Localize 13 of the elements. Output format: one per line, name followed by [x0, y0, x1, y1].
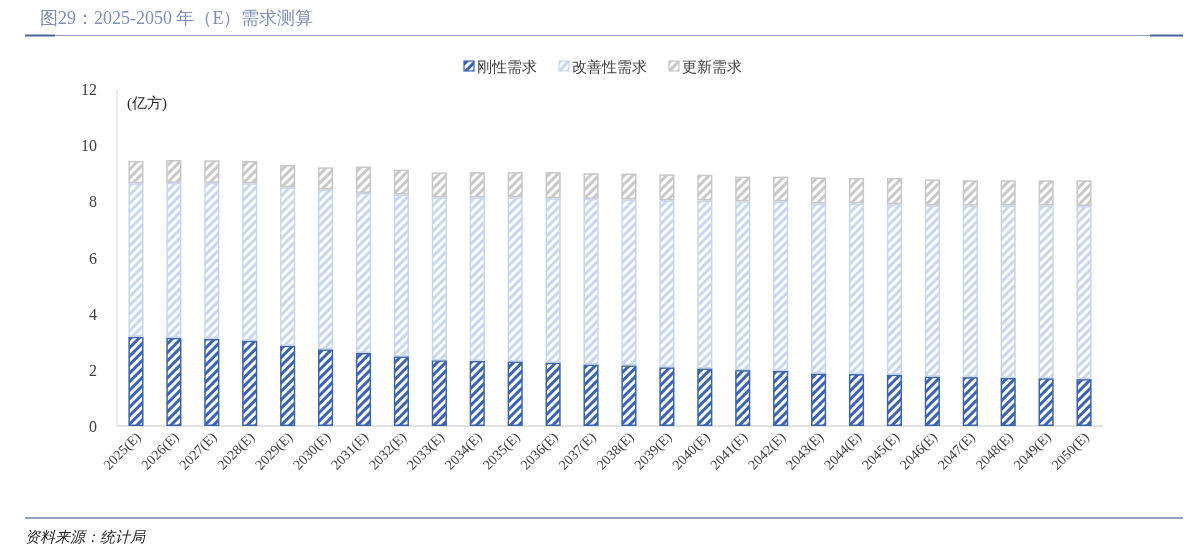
ytick: 0 — [89, 418, 97, 435]
legend-label: 刚性需求 — [477, 59, 537, 75]
legend-label: 改善性需求 — [572, 59, 647, 75]
ytick: 8 — [89, 193, 97, 211]
ytick: 10 — [81, 137, 97, 155]
ylabel: (亿方) — [127, 95, 167, 111]
note: 资料来源：统计局 — [25, 529, 145, 545]
legend-label: 更新需求 — [682, 59, 742, 75]
ytick: 12 — [81, 81, 97, 98]
ytick: 4 — [89, 305, 97, 323]
ytick: 6 — [89, 249, 97, 267]
ytick: 2 — [89, 361, 97, 379]
title: 图29：2025-2050 年（E）需求测算 — [40, 8, 314, 28]
